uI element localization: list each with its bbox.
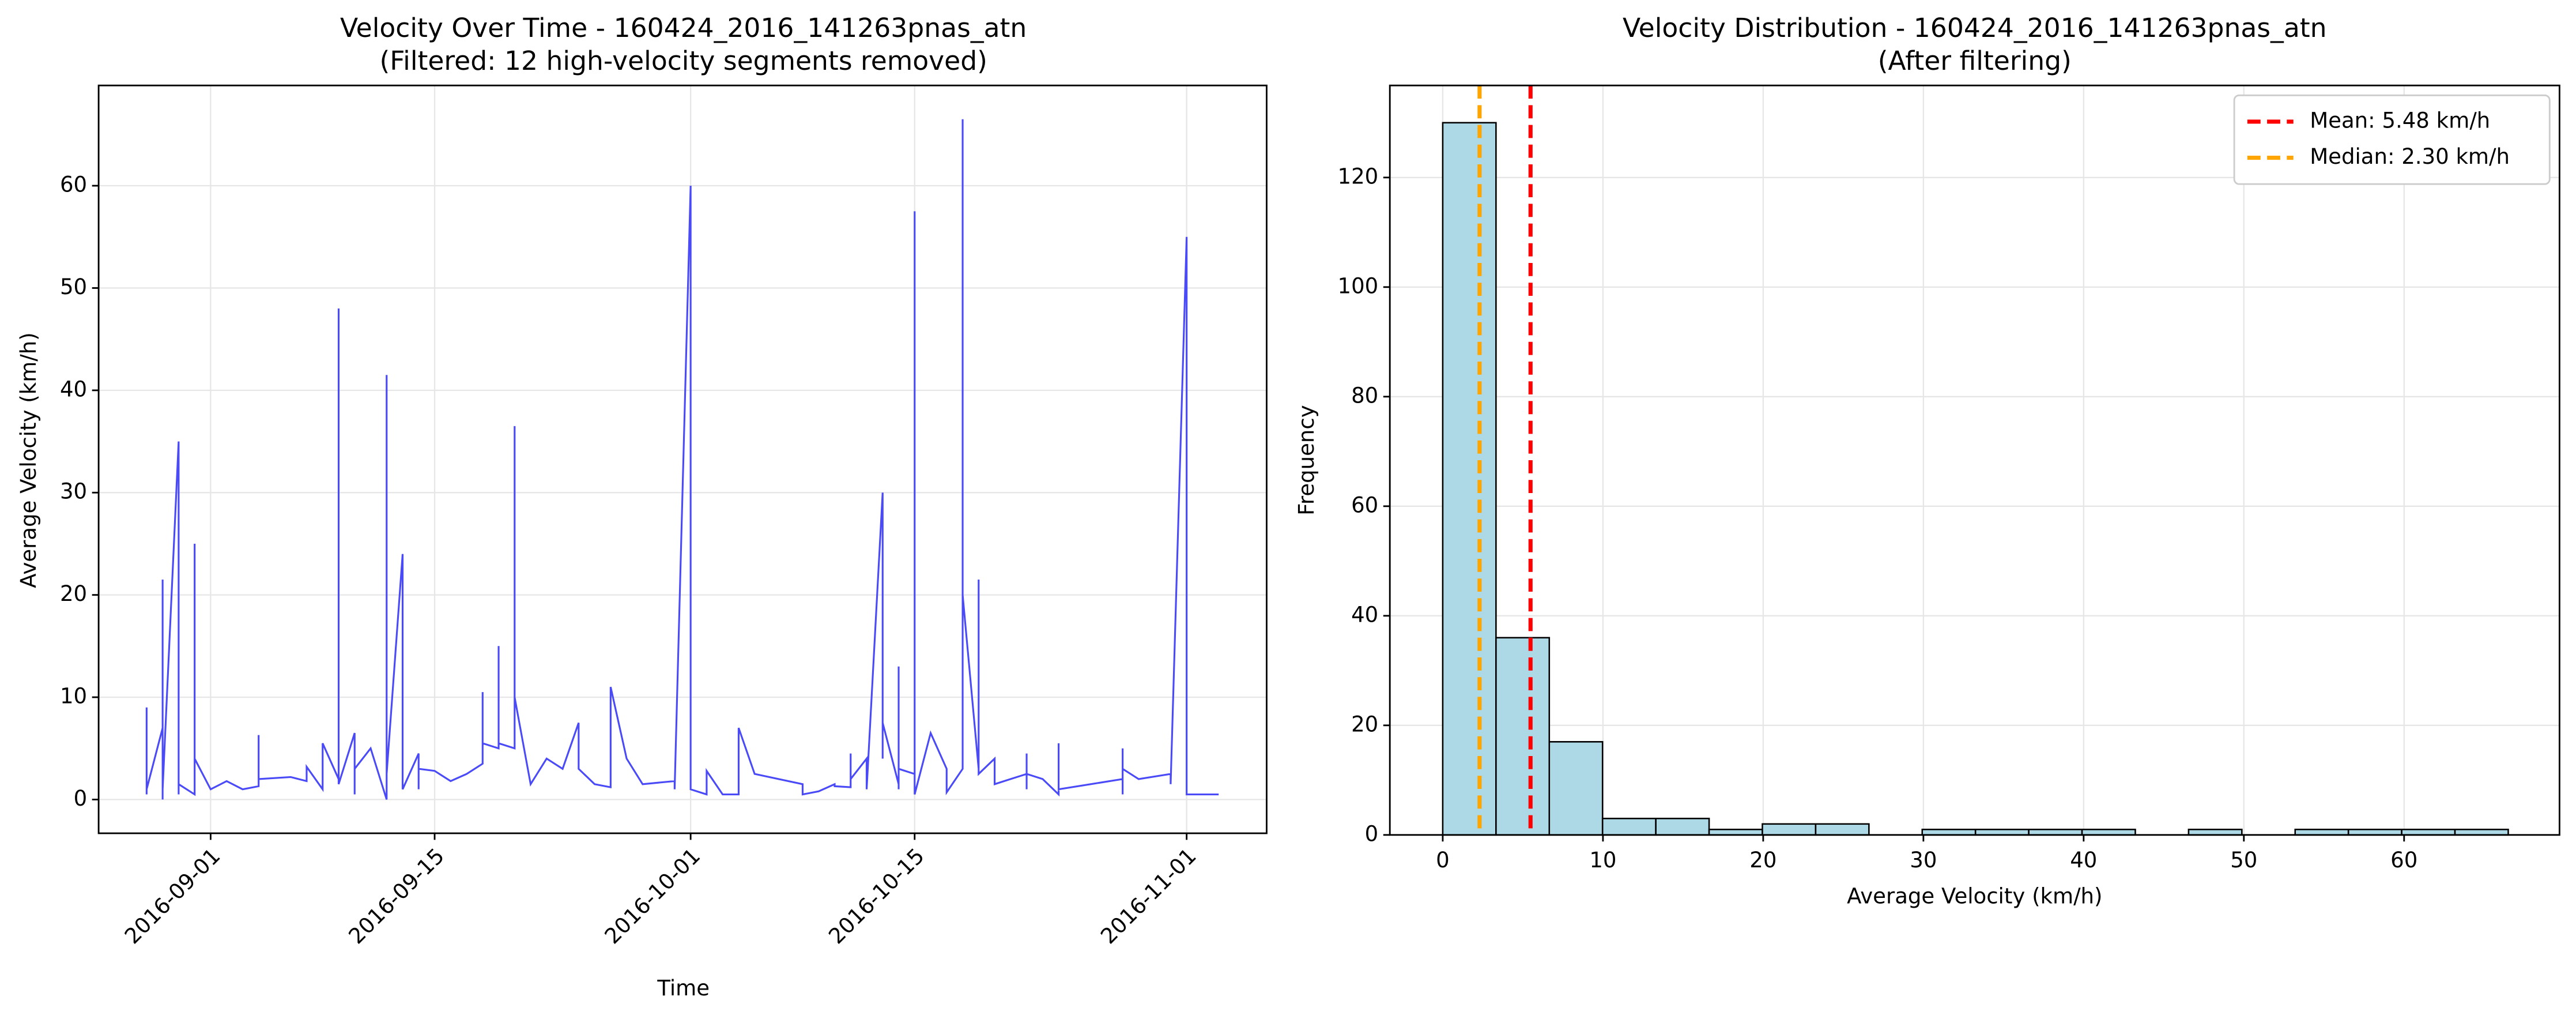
y-tick-label: 60 bbox=[60, 172, 87, 197]
legend-box bbox=[2233, 94, 2551, 185]
y-tick-label: 50 bbox=[60, 275, 87, 299]
x-tick-label: 30 bbox=[1910, 848, 1937, 873]
y-tick-label: 80 bbox=[1351, 383, 1378, 408]
histogram-bar bbox=[1655, 818, 1710, 836]
x-tick-label: 0 bbox=[1436, 848, 1450, 873]
y-tick-label: 20 bbox=[1351, 712, 1378, 736]
chart-title: Velocity Over Time - 160424_2016_141263p… bbox=[340, 13, 1027, 43]
x-tick-label: 60 bbox=[2390, 848, 2417, 873]
histogram-bar bbox=[1762, 823, 1817, 836]
legend-label: Mean: 5.48 km/h bbox=[2310, 108, 2490, 133]
histogram-bar bbox=[1495, 637, 1551, 836]
x-tick-label: 20 bbox=[1749, 848, 1777, 873]
y-axis-label: Average Velocity (km/h) bbox=[16, 332, 41, 588]
y-tick-label: 0 bbox=[74, 786, 88, 811]
histogram-bar bbox=[1548, 741, 1604, 836]
y-tick-label: 0 bbox=[1365, 821, 1379, 846]
y-tick-label: 20 bbox=[60, 581, 87, 606]
x-tick-label: 50 bbox=[2230, 848, 2257, 873]
histogram-bar bbox=[1815, 823, 1870, 836]
y-tick-label: 120 bbox=[1338, 164, 1379, 189]
y-tick-label: 40 bbox=[60, 377, 87, 401]
histogram-bar bbox=[1601, 818, 1657, 836]
x-tick-label: 40 bbox=[2070, 848, 2097, 873]
plot-frame bbox=[1389, 84, 2560, 836]
chart-title: Velocity Distribution - 160424_2016_1412… bbox=[1623, 13, 2327, 43]
y-tick-label: 100 bbox=[1338, 273, 1379, 298]
y-tick-label: 40 bbox=[1351, 602, 1378, 627]
histogram-bar bbox=[1442, 122, 1497, 836]
plot-frame bbox=[97, 84, 1268, 834]
x-axis-label: Average Velocity (km/h) bbox=[1847, 884, 2102, 909]
chart-subtitle: (Filtered: 12 high-velocity segments rem… bbox=[379, 46, 987, 76]
y-tick-label: 60 bbox=[1351, 492, 1378, 517]
chart-subtitle: (After filtering) bbox=[1878, 46, 2072, 76]
x-axis-label: Time bbox=[657, 976, 710, 1001]
y-tick-label: 10 bbox=[60, 684, 87, 709]
y-tick-label: 30 bbox=[60, 479, 87, 504]
line-series bbox=[145, 119, 1219, 800]
legend-label: Median: 2.30 km/h bbox=[2310, 144, 2510, 169]
x-tick-label: 10 bbox=[1589, 848, 1616, 873]
y-axis-label: Frequency bbox=[1294, 405, 1319, 515]
